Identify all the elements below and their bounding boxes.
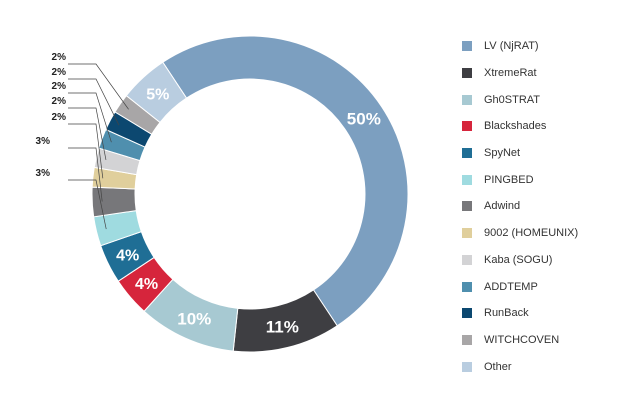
legend-swatch — [462, 201, 472, 212]
legend-item-0: LV (NjRAT) — [462, 33, 578, 60]
legend-label: WITCHCOVEN — [484, 333, 560, 346]
slice-label-3: 4% — [135, 276, 158, 293]
legend-item-7: 9002 (HOMEUNIX) — [462, 220, 578, 247]
legend-item-6: Adwind — [462, 193, 578, 220]
leader-line-8 — [68, 107, 107, 161]
legend-label: Other — [484, 360, 512, 373]
legend-swatch — [462, 174, 472, 185]
slice-label-4: 4% — [116, 247, 139, 264]
legend-label: SpyNet — [484, 147, 521, 160]
slice-label-8: 2% — [52, 96, 67, 107]
slices — [91, 35, 409, 353]
legend-swatch — [462, 41, 472, 52]
slice-0 — [162, 35, 409, 327]
legend-swatch — [462, 94, 472, 105]
legend-item-1: XtremeRat — [462, 60, 578, 87]
legend-item-3: Blackshades — [462, 113, 578, 140]
slice-labels: 50% 11% 10% 4% 4% 3% 3% 2% 2% 2% 2% 2% 5% — [36, 52, 381, 337]
leader-line-5 — [68, 179, 107, 230]
legend-label: LV (NjRAT) — [484, 40, 539, 53]
legend-item-4: SpyNet — [462, 140, 578, 167]
legend-label: ADDTEMP — [484, 280, 538, 293]
legend-item-5: PINGBED — [462, 166, 578, 193]
slice-label-10: 2% — [52, 67, 67, 78]
slice-label-12: 5% — [146, 86, 169, 103]
slice-label-0: 50% — [347, 110, 381, 129]
slice-label-9: 2% — [52, 81, 67, 92]
legend-swatch — [462, 334, 472, 345]
slice-12 — [125, 61, 188, 124]
legend-item-8: Kaba (SOGU) — [462, 247, 578, 274]
leader-line-10 — [68, 78, 120, 126]
legend-item-9: ADDTEMP — [462, 273, 578, 300]
legend-item-10: RunBack — [462, 300, 578, 327]
legend-label: 9002 (HOMEUNIX) — [484, 227, 579, 240]
leader-line-11 — [68, 63, 129, 110]
legend-label: Blackshades — [484, 120, 547, 133]
chart-legend: LV (NjRAT) XtremeRat Gh0STRAT Blackshades Sp… — [462, 33, 578, 380]
slice-label-2: 10% — [177, 310, 211, 329]
legend-item-12: Other — [462, 353, 578, 380]
leader-line-9 — [68, 92, 112, 143]
legend-swatch — [462, 148, 472, 159]
legend-item-2: Gh0STRAT — [462, 86, 578, 113]
legend-swatch — [462, 228, 472, 239]
legend-label: Gh0STRAT — [484, 93, 541, 106]
slice-label-7: 2% — [52, 112, 67, 123]
legend-label: Kaba (SOGU) — [484, 253, 553, 266]
legend-label: RunBack — [484, 307, 529, 320]
legend-label: PINGBED — [484, 173, 534, 186]
slice-label-6: 3% — [36, 136, 51, 147]
slice-label-5: 3% — [36, 168, 51, 179]
leader-line-6 — [68, 147, 103, 202]
legend-item-11: WITCHCOVEN — [462, 327, 578, 354]
legend-label: Adwind — [484, 200, 521, 213]
legend-swatch — [462, 254, 472, 265]
legend-swatch — [462, 361, 472, 372]
legend-swatch — [462, 308, 472, 319]
slice-label-11: 2% — [52, 52, 67, 63]
legend-swatch — [462, 68, 472, 79]
slice-label-1: 11% — [266, 318, 299, 337]
legend-swatch — [462, 121, 472, 132]
legend-label: XtremeRat — [484, 67, 537, 80]
leader-line-7 — [68, 123, 104, 179]
legend-swatch — [462, 281, 472, 292]
